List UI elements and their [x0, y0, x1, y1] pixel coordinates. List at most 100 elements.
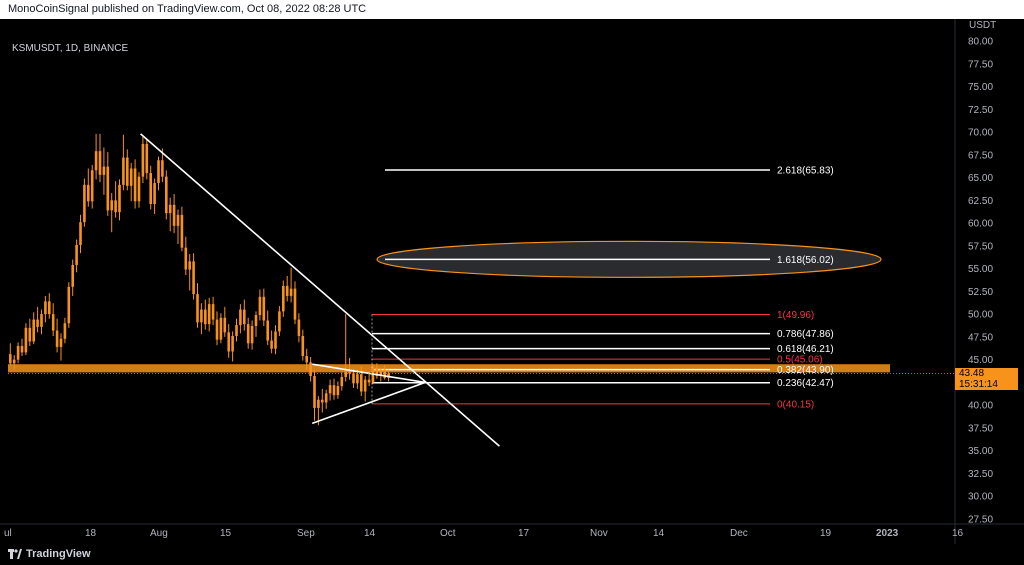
candle-body[interactable]: [301, 335, 305, 357]
candle-body[interactable]: [153, 183, 156, 204]
candle-body[interactable]: [289, 288, 293, 296]
candle-body[interactable]: [262, 296, 266, 321]
candle-body[interactable]: [383, 369, 386, 378]
candle-body[interactable]: [211, 304, 215, 320]
candle-body[interactable]: [168, 204, 172, 214]
candle-body[interactable]: [176, 214, 180, 226]
candle-body[interactable]: [75, 244, 78, 265]
symbol-info[interactable]: KSMUSDT, 1D, BINANCE: [12, 43, 129, 54]
candle-body[interactable]: [44, 301, 47, 315]
candle-body[interactable]: [352, 373, 355, 384]
candle-body[interactable]: [223, 317, 227, 333]
candle-body[interactable]: [9, 354, 12, 364]
candle-body[interactable]: [137, 176, 141, 202]
chart-frame[interactable]: 2.618(65.83) 1.618(56.02) 1(49.96) 0.786(47…: [0, 19, 1024, 544]
candle-body[interactable]: [79, 222, 82, 245]
candle-body[interactable]: [266, 320, 269, 341]
candle-body[interactable]: [293, 288, 297, 320]
candle-body[interactable]: [336, 386, 340, 396]
trendline[interactable]: [140, 133, 500, 447]
candle-body[interactable]: [157, 160, 160, 184]
candle-body[interactable]: [32, 319, 35, 342]
candle-body[interactable]: [184, 247, 188, 270]
candle-body[interactable]: [254, 315, 258, 326]
candle-body[interactable]: [367, 379, 371, 383]
candle-body[interactable]: [36, 319, 39, 327]
candle-body[interactable]: [129, 168, 133, 186]
candle-body[interactable]: [387, 373, 390, 378]
candle-body[interactable]: [246, 324, 250, 344]
candle-body[interactable]: [87, 184, 90, 202]
candle-body[interactable]: [324, 393, 328, 403]
candle-body[interactable]: [313, 376, 316, 408]
candle-body[interactable]: [375, 367, 379, 377]
candle-body[interactable]: [243, 309, 246, 325]
candle-body[interactable]: [278, 311, 281, 332]
candle-body[interactable]: [172, 204, 176, 226]
candle-body[interactable]: [122, 157, 125, 185]
candle-body[interactable]: [141, 143, 145, 177]
candle-body[interactable]: [207, 304, 211, 325]
candle-body[interactable]: [114, 200, 117, 213]
candlestick-chart[interactable]: 2.618(65.83) 1.618(56.02) 1(49.96) 0.786(47…: [0, 19, 1024, 544]
candle-body[interactable]: [71, 264, 74, 287]
candle-body[interactable]: [20, 346, 24, 353]
candle-body[interactable]: [16, 346, 20, 360]
candle-body[interactable]: [83, 184, 86, 223]
candle-body[interactable]: [106, 166, 110, 211]
candle-body[interactable]: [235, 325, 238, 336]
candle-body[interactable]: [24, 327, 28, 353]
candle-body[interactable]: [305, 356, 308, 363]
candle-body[interactable]: [98, 151, 102, 175]
candle-body[interactable]: [215, 319, 219, 340]
tradingview-logo[interactable]: TradingView: [8, 548, 91, 560]
candle-body[interactable]: [28, 327, 32, 342]
candle-body[interactable]: [63, 323, 67, 339]
candle-body[interactable]: [48, 301, 51, 315]
candle-body[interactable]: [348, 370, 351, 374]
candle-body[interactable]: [200, 309, 203, 323]
candle-body[interactable]: [188, 261, 191, 270]
candle-body[interactable]: [126, 157, 129, 186]
candle-body[interactable]: [309, 362, 312, 377]
candle-body[interactable]: [321, 399, 324, 403]
candle-body[interactable]: [59, 338, 63, 347]
candle-body[interactable]: [328, 385, 332, 394]
candle-body[interactable]: [270, 340, 273, 349]
candle-body[interactable]: [285, 285, 289, 296]
candle-body[interactable]: [118, 184, 121, 213]
candle-body[interactable]: [149, 173, 152, 204]
candle-body[interactable]: [258, 296, 262, 316]
candle-body[interactable]: [192, 261, 195, 295]
candle-body[interactable]: [239, 309, 242, 326]
candle-body[interactable]: [40, 314, 43, 327]
candle-body[interactable]: [231, 335, 234, 352]
trendline[interactable]: [311, 381, 426, 425]
candle-body[interactable]: [274, 331, 277, 349]
candle-body[interactable]: [90, 170, 94, 202]
support-zone[interactable]: [8, 364, 890, 373]
candle-body[interactable]: [51, 314, 55, 331]
candle-body[interactable]: [219, 317, 223, 340]
candle-body[interactable]: [180, 214, 184, 248]
candle-body[interactable]: [94, 151, 98, 171]
candle-body[interactable]: [204, 309, 207, 325]
candle-body[interactable]: [196, 294, 199, 323]
candle-body[interactable]: [360, 374, 363, 392]
candle-body[interactable]: [161, 160, 164, 177]
candle-body[interactable]: [55, 330, 59, 347]
candle-body[interactable]: [165, 176, 168, 214]
candle-body[interactable]: [133, 168, 137, 202]
candle-body[interactable]: [363, 379, 367, 392]
candle-body[interactable]: [317, 399, 320, 408]
candle-body[interactable]: [12, 359, 16, 364]
candle-body[interactable]: [282, 285, 285, 312]
candle-body[interactable]: [344, 370, 347, 377]
candle-body[interactable]: [102, 166, 106, 175]
candle-body[interactable]: [340, 376, 344, 387]
candle-body[interactable]: [332, 385, 336, 396]
candle-body[interactable]: [379, 369, 383, 377]
candle-body[interactable]: [67, 286, 71, 324]
candle-body[interactable]: [371, 367, 375, 383]
candle-body[interactable]: [110, 200, 113, 211]
